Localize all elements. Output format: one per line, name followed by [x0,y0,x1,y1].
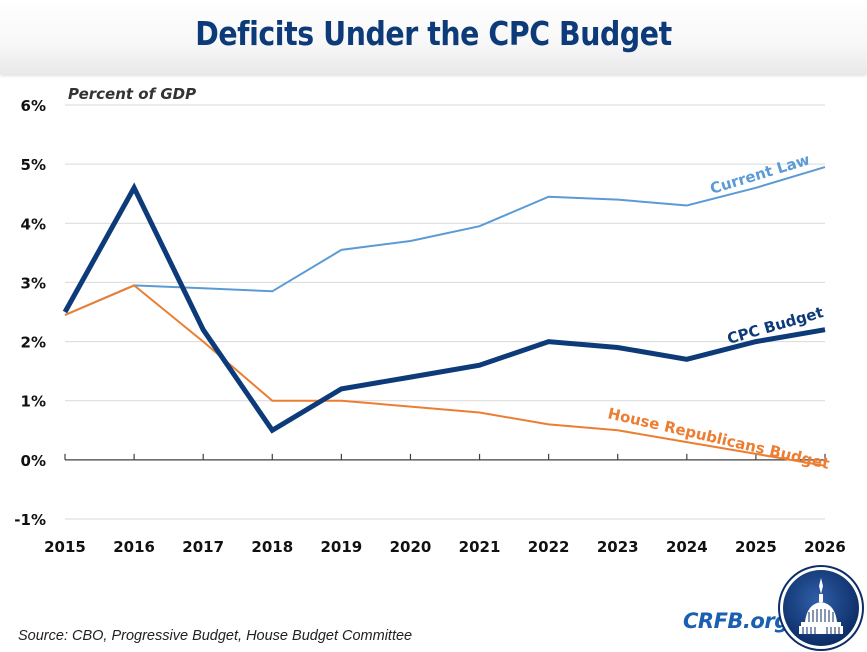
series-line-current-law [64,166,826,316]
x-tick-label: 2016 [113,538,155,556]
brand-link[interactable]: CRFB.org [683,609,789,633]
y-tick-label: 2% [21,334,46,352]
x-tick-label: 2021 [459,538,501,556]
series-line-cpc-budget [62,182,826,434]
gridlines [65,104,825,520]
y-tick-label: 4% [21,215,46,233]
x-tick-label: 2026 [804,538,846,556]
x-tick-label: 2019 [320,538,362,556]
y-tick-label: 0% [21,452,46,470]
x-tick-label: 2024 [666,538,708,556]
series-lines [62,166,826,467]
series-line-house-republicans-budget [64,284,826,467]
x-tick-label: 2022 [528,538,570,556]
y-tick-label: 3% [21,274,46,292]
title-bar: Deficits Under the CPC Budget [0,0,867,74]
chart-title: Deficits Under the CPC Budget [195,14,672,53]
y-tick-label: -1% [14,511,46,529]
x-tick-label: 2018 [251,538,293,556]
y-axis-ticks: -1% 0% 1% 2% 3% 4% 5% 6% [14,97,46,529]
y-tick-label: 6% [21,97,46,115]
x-tick-label: 2025 [735,538,777,556]
y-tick-label: 1% [21,393,46,411]
y-tick-label: 5% [21,156,46,174]
source-note: Source: CBO, Progressive Budget, House B… [18,628,413,644]
x-tick-label: 2023 [597,538,639,556]
x-tick-label: 2015 [44,538,86,556]
x-tick-label: 2017 [182,538,224,556]
x-axis: 2015 2016 2017 2018 2019 2020 2021 2022 2023 2024… [44,453,846,556]
x-tick-label: 2020 [390,538,432,556]
series-label-current-law: Current Law [708,150,812,197]
y-axis-unit-label: Percent of GDP [68,85,196,103]
series-label-house-republicans-budget: House Republicans Budget [606,404,831,473]
capitol-dome-logo-icon [778,565,864,651]
